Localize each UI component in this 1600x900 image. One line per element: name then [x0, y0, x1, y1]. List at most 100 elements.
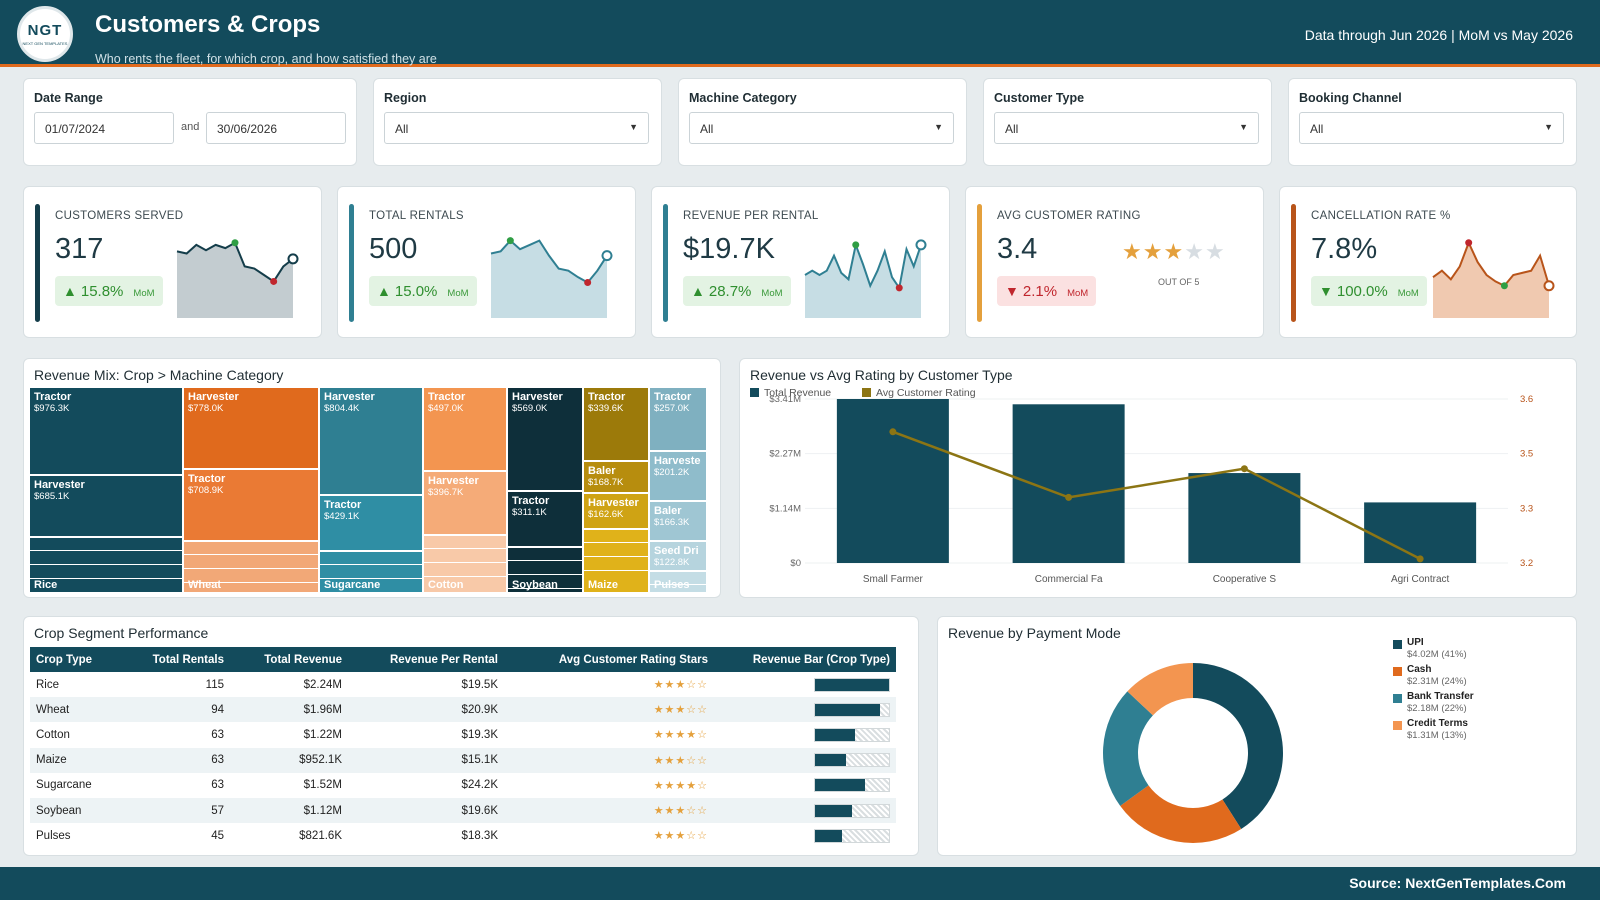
x-tick-label: Commercial Fa [1035, 574, 1103, 585]
kpi-card-customers-served: CUSTOMERS SERVED 317 ▲ 15.8% MoM [23, 186, 322, 338]
treemap-subtile[interactable] [424, 536, 506, 549]
kpi-label: CUSTOMERS SERVED [55, 210, 184, 222]
col-header-total-rentals[interactable]: Total Rentals [130, 647, 230, 672]
date-from-input[interactable]: 01/07/2024 [34, 112, 174, 144]
revenue-databar [814, 828, 890, 843]
star-icon: ★ [1184, 239, 1205, 264]
treemap-subtile[interactable] [184, 570, 318, 583]
donut-slice [1127, 663, 1193, 716]
kpi-sparkline [490, 237, 613, 318]
y2-tick-label: 3.3 [1520, 503, 1533, 514]
table-row[interactable]: Maize 63 $952.1K $15.1K ★★★☆☆ [30, 747, 896, 773]
revenue-databar-fill [815, 703, 880, 716]
treemap-tile[interactable]: Rice [29, 537, 183, 593]
treemap-tile[interactable]: Pulses [649, 571, 707, 593]
treemap-subtile[interactable] [30, 566, 182, 579]
treemap-tile[interactable]: Harvester $804.4K [319, 387, 423, 495]
kpi-value: 500 [369, 233, 418, 265]
treemap-tile[interactable]: Maize [583, 529, 649, 593]
table-row[interactable]: Pulses 45 $821.6K $18.3K ★★★☆☆ [30, 823, 896, 848]
col-header-total-revenue[interactable]: Total Revenue [230, 647, 348, 672]
date-to-input[interactable]: 30/06/2026 [206, 112, 346, 144]
treemap-tile[interactable]: Baler $168.7K [583, 461, 649, 493]
treemap-tile[interactable]: Harvester $778.0K [183, 387, 319, 469]
legend-label: Avg Customer Rating [876, 387, 976, 399]
treemap-tile-label: Harvester [188, 391, 239, 403]
treemap-tile[interactable]: Seed Dri $122.8K [649, 541, 707, 571]
treemap-tile[interactable]: Soybean [507, 547, 583, 593]
kpi-value: $19.7K [683, 233, 775, 265]
sparkline-max-point [506, 237, 514, 245]
treemap-tile[interactable]: Cotton [423, 535, 507, 593]
treemap-tile[interactable]: Tractor $339.6K [583, 387, 649, 461]
treemap-tile-label: Rice [34, 579, 58, 591]
customer-type-select[interactable]: All ▼ [994, 112, 1259, 144]
cell-revenue-per-rental: $15.1K [348, 747, 504, 773]
treemap-subtile[interactable] [508, 576, 582, 589]
treemap-subtile[interactable] [320, 566, 422, 579]
filter-region: Region All ▼ [373, 78, 662, 166]
treemap-tile[interactable]: Baler $166.3K [649, 501, 707, 541]
treemap-tile[interactable]: Sugarcane [319, 551, 423, 593]
treemap-tile[interactable]: Tractor $976.3K [29, 387, 183, 475]
data-period-label: Data through Jun 2026 | MoM vs May 2026 [1304, 27, 1573, 43]
dropdown-caret-icon: ▼ [1544, 122, 1553, 132]
treemap-tile[interactable]: Tractor $429.1K [319, 495, 423, 551]
treemap-subtile[interactable] [424, 564, 506, 577]
col-header-revenue-per-rental[interactable]: Revenue Per Rental [348, 647, 504, 672]
sparkline-last-point [601, 250, 613, 262]
col-header-rating-stars[interactable]: Avg Customer Rating Stars [504, 647, 714, 672]
col-header-crop-type[interactable]: Crop Type [30, 647, 130, 672]
triangle-down-icon: ▼ [1319, 283, 1333, 299]
booking-channel-select[interactable]: All ▼ [1299, 112, 1564, 144]
star-icon: ★ [1142, 239, 1164, 264]
treemap-tile-label: Tractor [324, 499, 362, 511]
cell-total-revenue: $1.22M [303, 728, 342, 741]
treemap-subtile[interactable] [508, 562, 582, 575]
treemap-subtile[interactable] [584, 558, 648, 571]
treemap-area: Tractor $976.3K Harvester $685.1K Rice Harves… [29, 387, 719, 593]
treemap-subtile[interactable] [184, 542, 318, 555]
treemap-tile[interactable]: Tractor $708.9K [183, 469, 319, 541]
treemap-subtile[interactable] [508, 548, 582, 561]
treemap-subtile[interactable] [320, 552, 422, 565]
cell-crop-type: Soybean [30, 797, 130, 824]
table-row[interactable]: Wheat 94 $1.96M $20.9K ★★★☆☆ [30, 697, 896, 723]
treemap-subtile[interactable] [584, 530, 648, 543]
treemap-tile-label: Tractor [588, 391, 626, 403]
treemap-tile[interactable]: Tractor $257.0K [649, 387, 707, 451]
treemap-tile[interactable]: Harveste $201.2K [649, 451, 707, 501]
treemap-tile-label: Harvester [512, 391, 563, 403]
cell-total-revenue: $1.52M [303, 779, 342, 792]
treemap-tile-value: $778.0K [188, 403, 224, 414]
donut-card: Revenue by Payment Mode UPI $4.02M (41%) C… [937, 616, 1577, 856]
treemap-tile[interactable]: Harvester $685.1K [29, 475, 183, 537]
treemap-tile[interactable]: Tractor $311.1K [507, 491, 583, 547]
revenue-bar [1364, 502, 1477, 563]
treemap-tile[interactable]: Wheat [183, 541, 319, 593]
sparkline-min-point [895, 284, 903, 292]
machine-category-select[interactable]: All ▼ [689, 112, 954, 144]
treemap-tile[interactable]: Tractor $497.0K [423, 387, 507, 471]
treemap-tile[interactable]: Harvester $162.6K [583, 493, 649, 529]
treemap-subtile[interactable] [650, 572, 706, 585]
donut-chart [1103, 663, 1283, 843]
table-row[interactable]: Soybean 57 $1.12M $19.6K ★★★☆☆ [30, 797, 896, 824]
table-row[interactable]: Sugarcane 63 $1.52M $24.2K ★★★★☆ [30, 773, 896, 798]
combo-chart-card: Revenue vs Avg Rating by Customer Type T… [739, 358, 1577, 598]
treemap-subtile[interactable] [184, 556, 318, 569]
treemap-tile-label: Baler [588, 465, 616, 477]
table-row[interactable]: Cotton 63 $1.22M $19.3K ★★★★☆ [30, 722, 896, 747]
combo-chart-title: Revenue vs Avg Rating by Customer Type [750, 367, 1013, 383]
treemap-subtile[interactable] [424, 550, 506, 563]
col-header-revenue-bar[interactable]: Revenue Bar (Crop Type) [714, 647, 896, 672]
filter-label: Date Range [34, 91, 103, 105]
treemap-tile[interactable]: Harvester $569.0K [507, 387, 583, 491]
treemap-subtile[interactable] [584, 544, 648, 557]
region-select[interactable]: All ▼ [384, 112, 649, 144]
treemap-subtile[interactable] [30, 552, 182, 565]
y-tick-label: $0 [790, 558, 801, 569]
table-row[interactable]: Rice 115 $2.24M $19.5K ★★★☆☆ [30, 672, 896, 697]
treemap-tile[interactable]: Harvester $396.7K [423, 471, 507, 535]
treemap-subtile[interactable] [30, 538, 182, 551]
